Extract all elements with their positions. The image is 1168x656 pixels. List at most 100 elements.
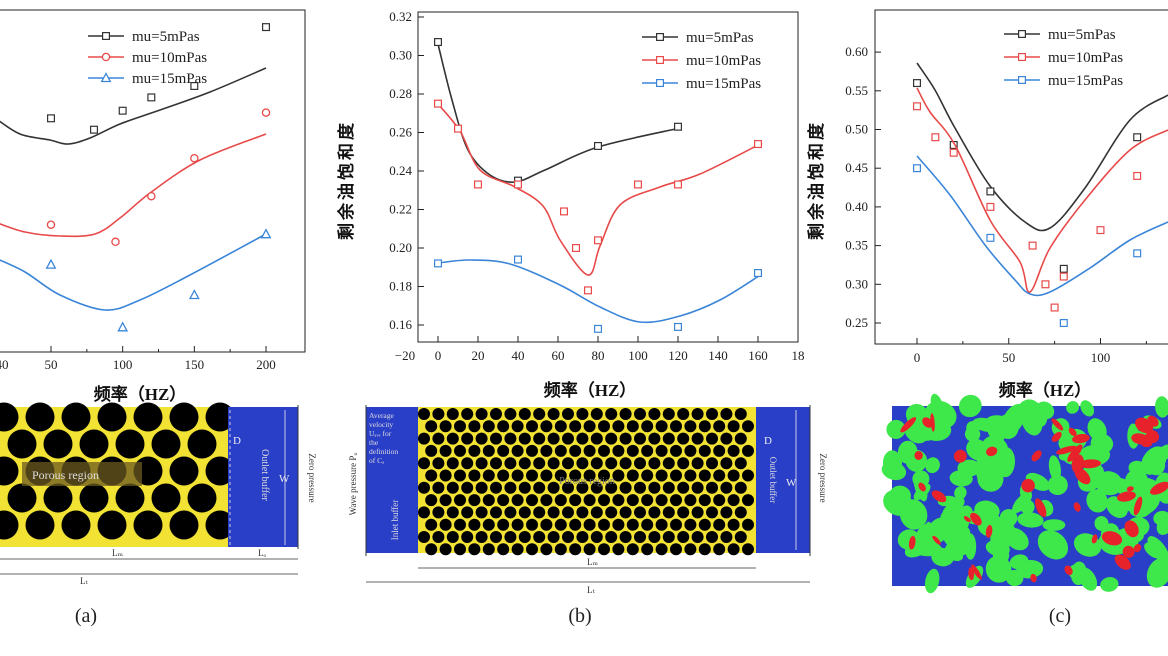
chart-a-xtick-label-0: 50 [45, 357, 58, 372]
chart-c-ytick-label-7: 0.60 [845, 44, 868, 59]
chart-b-ytick-label-1: 0.18 [389, 279, 412, 294]
diagram-b-pore-10 [562, 408, 574, 420]
diagram-b-pore-142 [475, 481, 488, 494]
chart-b-point-1-9 [673, 180, 682, 189]
diagram-b-pore-109 [662, 457, 675, 470]
diagram-a-pore-11 [151, 429, 181, 459]
diagram-a-d-label: D [233, 435, 241, 447]
diagram-b-pore-143 [490, 481, 502, 494]
diagram-b-pore-266 [612, 543, 625, 556]
chart-b-lines [434, 38, 763, 333]
diagram-c-red-165 [1030, 573, 1037, 583]
diagram-b-pore-212 [497, 518, 510, 531]
diagram-b-pore-199 [634, 506, 646, 519]
diagram-b-pore-218 [583, 518, 596, 531]
diagram-b-pore-79 [569, 444, 582, 457]
chart-b-point-0-3 [673, 122, 682, 131]
diagram-c-green-81 [958, 394, 982, 418]
diagram-b-pore-158 [706, 481, 718, 494]
diagram-b-pore-262 [554, 543, 567, 556]
diagram-b-pore-64 [677, 432, 690, 445]
diagram-c-green-100 [989, 437, 1009, 465]
diagram-b-pore-147 [547, 481, 560, 494]
chart-c-frame [874, 9, 1168, 345]
caption-c: (c) [1049, 605, 1071, 627]
diagram-b-pore-23 [425, 420, 438, 433]
diagram-b-pore-157 [691, 481, 704, 494]
caption-a: (a) [75, 605, 97, 627]
diagram-c-green-85 [985, 555, 1012, 583]
diagram-b-pore-253 [425, 543, 438, 556]
diagram-c-green-117 [1153, 444, 1168, 463]
diagram-b-pore-61 [634, 432, 646, 445]
chart-b-point-0-2 [593, 141, 602, 150]
c-legend-label-1: mu=10mPas [1048, 50, 1123, 66]
diagram-b-pore-141 [461, 481, 474, 494]
diagram-b-avg-line-2: Uₐᵥₑ for [369, 429, 392, 438]
diagram-b-pore-260 [526, 543, 538, 556]
diagram-b-pore-127 [598, 469, 610, 482]
diagram-b-pore-175 [626, 494, 639, 507]
diagram-b-pores [418, 408, 754, 556]
chart-b-xtick-label-8: 140 [708, 348, 728, 363]
chart-b-ytick-label-0: 0.16 [389, 317, 412, 332]
diagram-a-pore-8 [43, 429, 73, 459]
diagram-b-pore-99 [518, 457, 531, 470]
diagram-c-green-64 [1042, 519, 1066, 531]
c-legend-marker-2 [1017, 75, 1026, 84]
diagram-b-pore-35 [598, 420, 610, 433]
chart-c-point-1-7 [1059, 272, 1068, 281]
diagram-b-pore-116 [439, 469, 452, 482]
diagram-c-green-78 [1009, 554, 1029, 570]
diagram-b-pore-144 [504, 481, 517, 494]
diagram-b-pore-226 [698, 518, 711, 531]
chart-b-frame [417, 11, 799, 343]
diagram-b-pore-200 [648, 506, 661, 519]
diagram-c: (c) [881, 393, 1168, 627]
diagram-b-pore-17 [662, 408, 675, 420]
diagram-b-pore-210 [468, 518, 481, 531]
diagram-b-pore-156 [677, 481, 690, 494]
diagram-a-pore-13 [0, 456, 19, 486]
diagram-b-pore-223 [655, 518, 668, 531]
diagram-b-pore-26 [468, 420, 481, 433]
diagram-b-pore-168 [526, 494, 538, 507]
chart-b-y-ticks: 0.16 0.18 0.20 0.22 0.24 0.26 0.28 0.30 0.32 [389, 9, 424, 332]
chart-c-point-1-4 [1028, 241, 1037, 250]
diagram-c-red-154 [1147, 415, 1159, 427]
diagram-a-pore-19 [205, 456, 235, 486]
chart-c-ytick-label-5: 0.50 [845, 122, 868, 137]
a-legend-label-2: mu=15mPas [132, 71, 207, 87]
diagram-b-pore-131 [655, 469, 668, 482]
chart-b-point-1-1 [454, 124, 463, 133]
diagram-c-green-127 [924, 568, 940, 594]
chart-a-point-0-1 [89, 125, 98, 134]
chart-a-xtick-label-1: 100 [113, 357, 133, 372]
diagram-b-pore-97 [490, 457, 502, 470]
chart-b-ytick-label-4: 0.24 [389, 163, 412, 178]
diagram-b-pore-237 [518, 531, 531, 543]
diagram-c-green-132 [1070, 561, 1087, 586]
chart-c-xlabel: 频率（HZ） [999, 380, 1092, 400]
diagram-b-pore-192 [533, 506, 546, 519]
diagram-b-pore-190 [504, 506, 517, 519]
chart-a-line-0 [0, 67, 267, 145]
diagram-b-inlet-label: Inlet buffer [390, 500, 400, 541]
chart-b-point-1-7 [593, 236, 602, 245]
diagram-b-pore-249 [691, 531, 704, 543]
a-legend-marker-1 [101, 52, 111, 62]
diagram-a-pore-2 [61, 402, 91, 432]
diagram-b-pore-12 [590, 408, 603, 420]
diagram-b-pore-65 [691, 432, 704, 445]
chart-b-xtick-label-10: 18 [792, 348, 805, 363]
diagram-b-pore-164 [468, 494, 481, 507]
diagram-b-pore-186 [446, 506, 459, 519]
diagram-b-pore-74 [497, 444, 510, 457]
chart-c-point-1-1 [931, 133, 940, 142]
diagram-b-pore-217 [569, 518, 582, 531]
diagram-b-pore-45 [742, 420, 754, 433]
diagram-b-pore-11 [576, 408, 589, 420]
diagram-b-pore-269 [655, 543, 668, 556]
